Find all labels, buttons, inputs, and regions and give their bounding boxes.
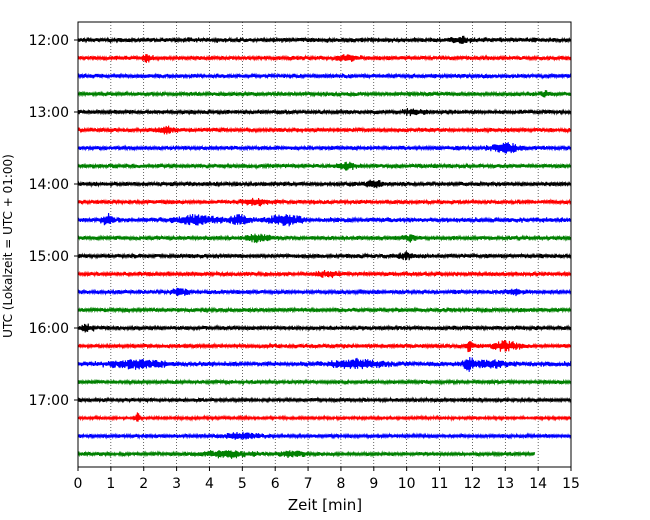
x-tick-label: 9 — [369, 476, 378, 492]
trace-group — [77, 35, 572, 459]
y-tick-label: 13:00 — [29, 105, 69, 121]
x-tick-label: 4 — [205, 476, 214, 492]
seismic-trace — [77, 396, 572, 404]
x-tick-label: 2 — [139, 476, 148, 492]
seismic-trace — [77, 270, 572, 279]
x-tick-label: 7 — [304, 476, 313, 492]
seismic-trace — [77, 323, 572, 333]
seismic-trace — [77, 35, 572, 45]
x-tick-label: 11 — [431, 476, 449, 492]
y-tick-label: 14:00 — [29, 177, 69, 193]
seismic-trace — [77, 251, 572, 261]
seismic-trace — [77, 233, 572, 244]
seismic-trace — [77, 125, 572, 135]
x-axis-label: Zeit [min] — [288, 496, 362, 514]
x-tick-label: 3 — [172, 476, 181, 492]
x-tick-label: 6 — [271, 476, 280, 492]
x-tick-label: 12 — [463, 476, 481, 492]
x-tick-label: 1 — [106, 476, 115, 492]
y-tick-label: 16:00 — [29, 321, 69, 337]
axes: 0 1 2 3 4 5 6 7 8 9 10 11 12 13 14 1512:0013:0014:0015:… — [29, 21, 580, 492]
x-tick-label: 10 — [398, 476, 416, 492]
seismic-trace — [77, 213, 572, 227]
seismic-trace — [77, 90, 572, 98]
seismic-trace — [77, 108, 572, 117]
seismic-trace — [77, 431, 572, 440]
seismic-trace — [77, 287, 572, 297]
seismic-trace — [77, 54, 572, 63]
seismic-trace — [77, 357, 572, 372]
x-tick-label: 8 — [336, 476, 345, 492]
seismic-trace — [77, 142, 572, 154]
y-axis-label: UTC (Lokalzeit = UTC + 01:00) — [1, 154, 15, 338]
seismic-trace — [77, 339, 572, 353]
y-tick-label: 12:00 — [29, 33, 69, 49]
seismic-trace — [77, 306, 572, 314]
x-tick-label: 14 — [529, 476, 547, 492]
x-tick-label: 0 — [74, 476, 83, 492]
y-tick-label: 15:00 — [29, 249, 69, 265]
x-tick-label: 15 — [562, 476, 580, 492]
x-tick-label: 13 — [496, 476, 514, 492]
y-tick-label: 17:00 — [29, 393, 69, 409]
seismic-trace — [77, 179, 572, 189]
seismic-trace — [77, 412, 572, 422]
seismic-trace — [77, 197, 572, 207]
seismic-trace — [77, 450, 536, 459]
grid-lines — [110, 22, 539, 467]
seismic-trace — [77, 72, 572, 80]
plot-frame — [77, 21, 572, 468]
seismic-trace — [77, 378, 572, 386]
x-tick-label: 5 — [238, 476, 247, 492]
seismic-trace — [77, 161, 572, 171]
